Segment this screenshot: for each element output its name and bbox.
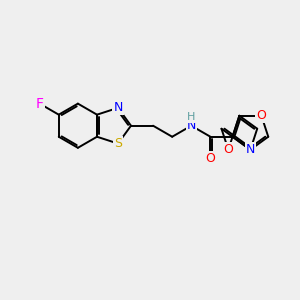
- Text: N: N: [187, 119, 196, 132]
- Text: F: F: [36, 97, 43, 111]
- Text: H: H: [187, 112, 196, 122]
- Text: S: S: [114, 137, 122, 150]
- Text: O: O: [224, 143, 233, 156]
- Text: N: N: [113, 101, 123, 114]
- Text: O: O: [206, 152, 215, 165]
- Text: N: N: [246, 143, 255, 156]
- Text: O: O: [256, 109, 266, 122]
